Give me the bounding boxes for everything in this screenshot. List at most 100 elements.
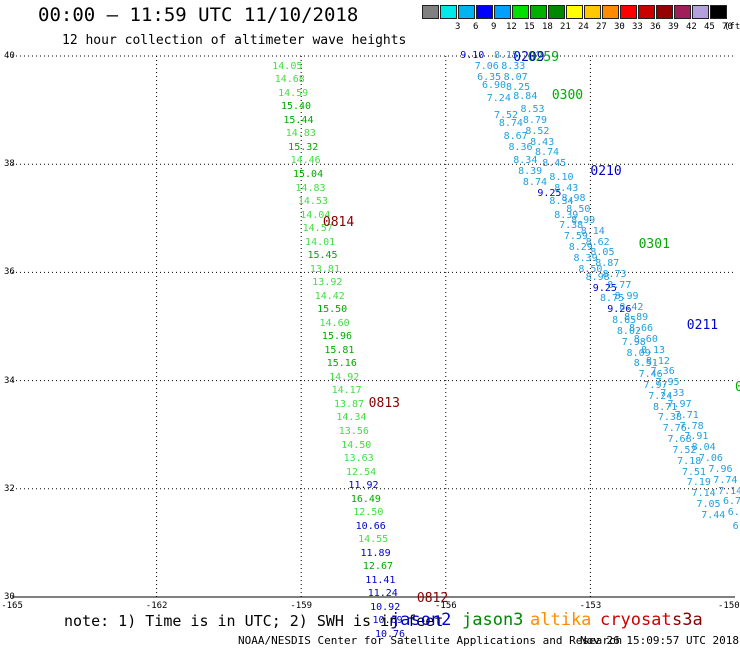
scale-label: 3 <box>455 22 461 32</box>
wave-height-value: 8.74 <box>498 117 523 129</box>
wave-height-value: 14.34 <box>336 412 367 424</box>
wave-height-value: 8.39 <box>554 209 579 221</box>
wave-height-value: 7.52 <box>672 444 697 456</box>
wave-height-value: 11.41 <box>365 574 396 586</box>
wave-height-value: 8.77 <box>607 279 632 291</box>
wave-height-value: 14.50 <box>341 439 372 451</box>
wave-height-value: 8.66 <box>628 323 654 335</box>
scale-swatch <box>458 5 475 19</box>
wave-height-value: 14.55 <box>358 534 389 546</box>
wave-height-value: 12.50 <box>353 507 384 519</box>
scale-swatch <box>674 5 691 19</box>
legend-jason3: jason3 <box>462 610 524 630</box>
wave-height-value: 14.60 <box>319 317 350 329</box>
wave-height-value: 8.02 <box>616 325 641 337</box>
wave-height-value: 16.49 <box>350 493 381 505</box>
wave-height-value: 8.50 <box>578 263 603 275</box>
wave-height-value: 8.39 <box>573 252 598 264</box>
wave-height-value: 15.16 <box>326 358 357 370</box>
pass-time-label: 0210 <box>590 163 622 179</box>
credit-line: NOAA/NESDIS Center for Satellite Applica… <box>238 634 623 647</box>
wave-height-value: 8.84 <box>513 90 538 102</box>
scale-swatch <box>494 5 511 19</box>
pass-time-label: 0211 <box>686 317 719 333</box>
scale-label: 6 <box>473 22 479 32</box>
wave-height-value: 15.40 <box>280 101 312 113</box>
wave-height-value: 8.10 <box>549 171 574 183</box>
scale-swatch <box>440 5 457 19</box>
scale-swatch <box>548 5 565 19</box>
wave-height-value: 7.52 <box>494 109 519 121</box>
wave-height-value: 8.34 <box>549 196 574 208</box>
wave-height-value: 8.05 <box>590 247 615 259</box>
wave-height-value: 8.99 <box>614 290 639 302</box>
wave-height-value: 8.74 <box>522 177 547 189</box>
wave-height-value: 8.65 <box>612 315 637 327</box>
wave-height-value: 9.10 <box>460 50 485 61</box>
wave-height-value: 14.01 <box>305 236 336 248</box>
pass-time-label: 0209 <box>513 50 545 65</box>
wave-height-value: 9.26 <box>607 304 632 316</box>
map-subtitle: 12 hour collection of altimeter wave hei… <box>62 33 407 48</box>
wave-height-value: 8.43 <box>554 182 579 194</box>
scale-swatch <box>476 5 493 19</box>
wave-height-value: 8.43 <box>530 136 555 148</box>
wave-height-value: 11.92 <box>348 480 379 492</box>
latitude-label: 36 <box>4 267 15 278</box>
pass-time-label: 0813 <box>368 396 400 412</box>
footnote: note: 1) Time is in UTC; 2) SWH is in fe… <box>64 612 444 630</box>
wave-height-value: 9.25 <box>592 282 617 294</box>
wave-height-value: 13.92 <box>312 277 343 289</box>
wave-height-value: 6.78 <box>722 496 740 508</box>
wave-height-value: 8.74 <box>534 147 560 159</box>
wave-height-value: 7.14 <box>691 488 716 500</box>
scale-label: 42 <box>686 22 697 32</box>
wave-height-value: 8.75 <box>600 293 625 305</box>
latitude-label: 32 <box>4 483 15 494</box>
wave-height-value: 14.83 <box>295 182 326 194</box>
scale-swatch <box>638 5 655 19</box>
wave-height-value: 15.81 <box>324 344 355 356</box>
wave-height-value: 8.45 <box>542 158 567 170</box>
longitude-label: -153 <box>579 601 602 611</box>
wave-height-value: 15.32 <box>288 141 319 153</box>
wave-height-value: 7.97 <box>667 398 692 410</box>
wave-height-value: 6.35 <box>477 71 502 83</box>
wave-height-value: 8.39 <box>518 166 543 178</box>
longitude-label: -165 <box>1 601 23 611</box>
wave-height-value: 7.97 <box>643 380 668 391</box>
wave-height-value: 7.18 <box>677 455 702 467</box>
longitude-label: -162 <box>145 601 168 611</box>
wave-height-value: 14.92 <box>329 371 360 383</box>
pass-time-label: 0300 <box>551 87 584 103</box>
scale-swatch <box>530 5 547 19</box>
scale-swatch <box>566 5 583 19</box>
wave-height-value: 6.3 <box>727 507 740 519</box>
wave-height-value: 7.06 <box>698 453 723 465</box>
scale-swatch <box>422 5 439 19</box>
scale-label: 39 <box>668 22 679 32</box>
generation-timestamp: Nov 26 15:09:57 UTC 2018 <box>580 634 739 647</box>
wave-height-value: 7.68 <box>667 434 692 446</box>
scale-label: 45 <box>704 22 715 32</box>
wave-height-value: 10.66 <box>355 520 386 532</box>
scale-swatch <box>692 5 709 19</box>
wave-height-value: 14.68 <box>274 74 305 86</box>
legend-jason2: jason2 <box>390 610 452 630</box>
wave-height-value: 8.42 <box>619 301 644 313</box>
wave-height-value: 8.14 <box>580 225 605 237</box>
scale-label: 70 <box>722 22 733 32</box>
latitude-label: 40 <box>4 51 15 61</box>
wave-height-value: 14.53 <box>297 196 328 208</box>
wave-height-value: 8.71 <box>653 401 678 413</box>
wave-height-value: 7.36 <box>650 366 675 378</box>
pass-time-label: 0814 <box>322 215 355 230</box>
wave-height-value: 7.33 <box>660 388 685 400</box>
wave-height-value: 8.53 <box>520 104 545 116</box>
wave-height-value: 6 <box>732 520 739 532</box>
scale-label: 30 <box>614 22 625 32</box>
latitude-label: 34 <box>4 375 15 386</box>
wave-height-value: 8.98 <box>561 193 586 205</box>
scale-label: 21 <box>560 22 571 32</box>
wave-height-value: 8.98 <box>585 271 610 283</box>
